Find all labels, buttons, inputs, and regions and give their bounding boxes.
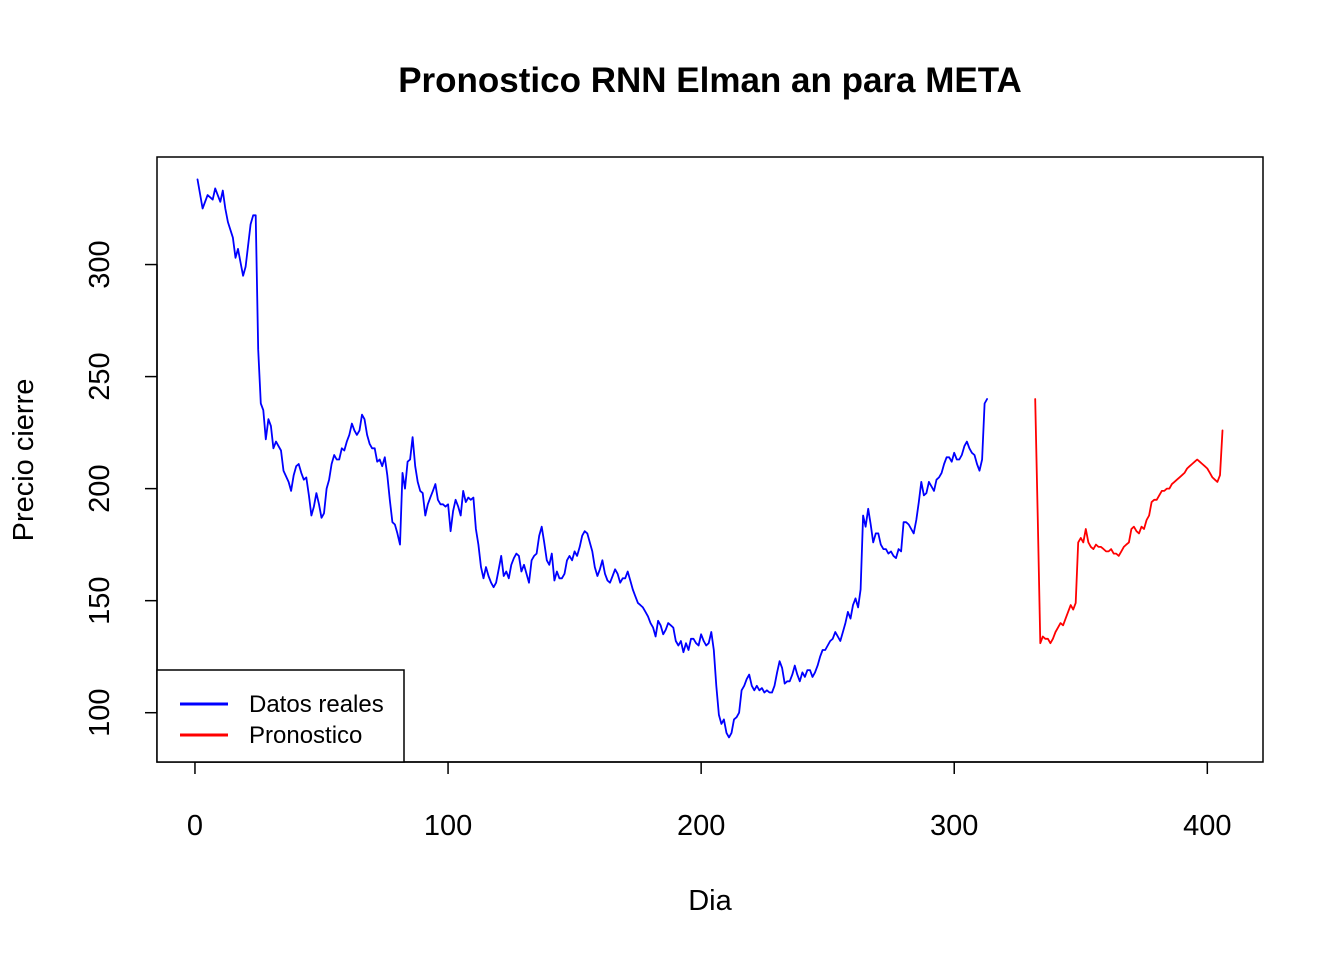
legend-label-datos-reales: Datos reales <box>249 691 384 718</box>
y-tick-label: 250 <box>84 352 116 400</box>
legend-box <box>156 669 405 763</box>
y-tick-label: 100 <box>84 689 116 737</box>
x-tick-label: 0 <box>187 810 203 842</box>
x-axis-label: Dia <box>688 885 732 917</box>
legend: Datos reales Pronostico <box>156 669 405 763</box>
series-line-pronostico <box>1034 398 1224 645</box>
series-layer <box>196 178 1224 739</box>
legend-label-pronostico: Pronostico <box>249 722 362 749</box>
x-tick-label: 300 <box>930 810 978 842</box>
x-tick-label: 100 <box>424 810 472 842</box>
series-line-datos-reales <box>196 178 988 739</box>
chart-title: Pronostico RNN Elman an para META <box>398 61 1022 100</box>
y-tick-label: 300 <box>84 240 116 288</box>
x-tick-label: 200 <box>677 810 725 842</box>
y-tick-label: 150 <box>84 576 116 624</box>
y-axis-label: Precio cierre <box>8 379 40 542</box>
x-tick-label: 400 <box>1183 810 1231 842</box>
y-tick-label: 200 <box>84 464 116 512</box>
y-axis: 100 150 200 250 300 <box>84 240 158 737</box>
